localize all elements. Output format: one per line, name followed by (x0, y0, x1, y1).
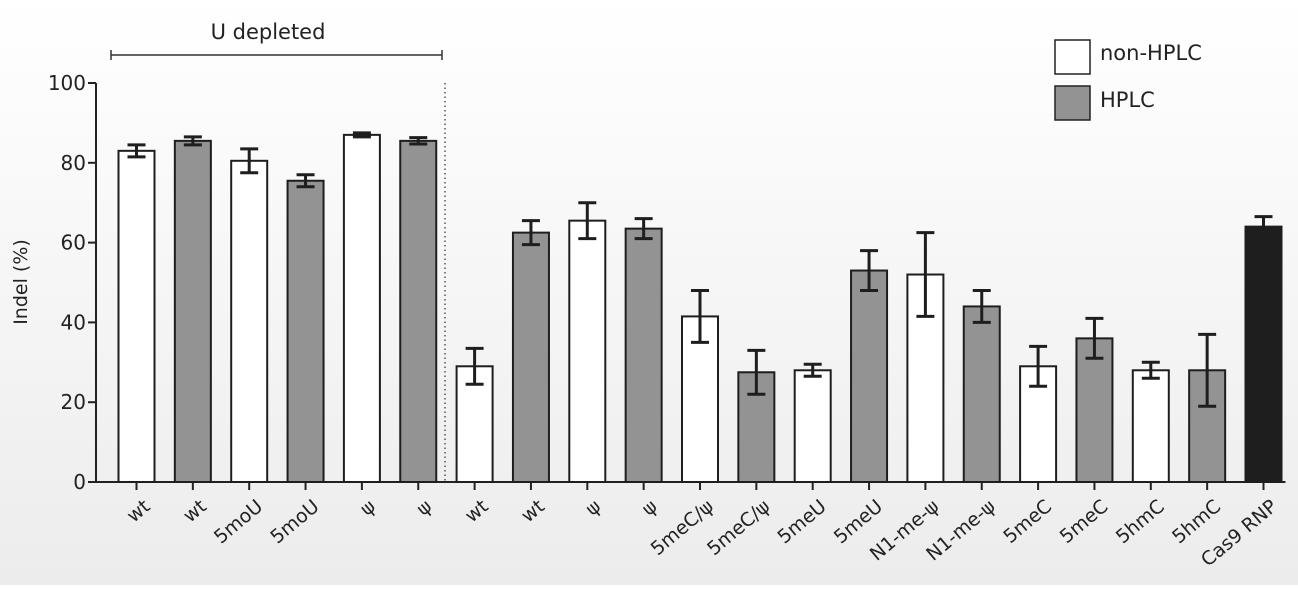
bar (962, 305, 1001, 483)
y-tick-label: 100 (48, 71, 86, 95)
x-tick-label: ψ (581, 495, 605, 520)
x-tick-label: wt (517, 495, 549, 527)
legend-swatch-non-hplc (1054, 39, 1091, 75)
bar (286, 179, 325, 483)
bar (1075, 337, 1114, 483)
bar (624, 227, 663, 483)
x-tick-label: 5meC (1056, 495, 1113, 548)
y-axis-label: Indel (%) (10, 239, 32, 325)
bar (681, 315, 719, 484)
x-tick-label: wt (123, 495, 155, 527)
bar (230, 159, 269, 483)
bar (399, 139, 438, 483)
x-tick-label: ψ (412, 495, 436, 520)
x-tick-label: wt (461, 495, 493, 527)
y-tick-label: 20 (61, 390, 86, 414)
bar (850, 269, 889, 483)
legend-label-non-hplc: non-HPLC (1100, 41, 1202, 65)
x-tick-label: 5moU (210, 495, 267, 548)
bar (117, 149, 156, 484)
x-tick-label: wt (179, 495, 211, 527)
bar (511, 231, 550, 483)
bar (342, 133, 381, 483)
bar (1131, 369, 1170, 483)
x-tick-label: 5hmC (1112, 495, 1169, 548)
x-tick-label: ψ (356, 495, 380, 520)
bar (793, 369, 832, 483)
y-tick-label: 80 (61, 151, 86, 175)
bar (1244, 225, 1283, 483)
legend-label-hplc: HPLC (1100, 88, 1155, 112)
y-tick-label: 60 (61, 231, 86, 255)
x-tick-label: 5meU (773, 495, 830, 548)
bar (173, 139, 212, 483)
x-tick-label: 5meC (999, 495, 1056, 548)
legend: non-HPLC HPLC (1054, 39, 1202, 121)
x-tick-label: 5moU (266, 495, 323, 548)
annotations: U depleted (110, 20, 446, 482)
bar (568, 219, 607, 483)
x-tick-label: 5meC/ψ (703, 495, 774, 560)
u-depleted-label: U depleted (211, 20, 326, 44)
x-tick-label: ψ (638, 495, 662, 520)
x-tick-label: 5meC/ψ (647, 495, 718, 560)
error-bars (127, 131, 1273, 408)
legend-swatch-hplc (1054, 85, 1091, 121)
y-tick-label: 40 (61, 310, 86, 334)
y-tick-label: 0 (73, 470, 86, 494)
